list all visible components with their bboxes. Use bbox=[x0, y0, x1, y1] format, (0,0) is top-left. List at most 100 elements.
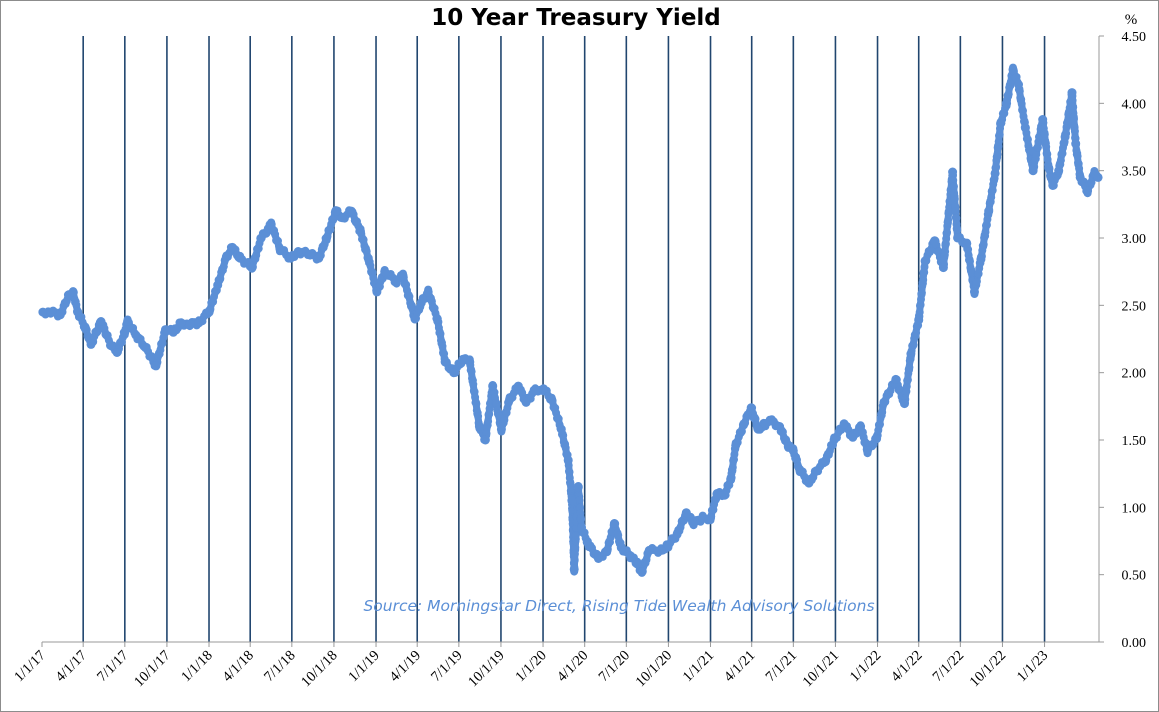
data-point bbox=[739, 419, 749, 429]
data-point bbox=[356, 226, 365, 236]
series-marker bbox=[1023, 135, 1032, 144]
x-tick-label: 1/1/22 bbox=[847, 648, 885, 686]
data-point bbox=[848, 432, 858, 442]
series-marker bbox=[362, 247, 371, 256]
series-marker bbox=[1070, 127, 1079, 136]
data-point bbox=[698, 513, 708, 523]
series-marker bbox=[943, 228, 951, 237]
data-point bbox=[856, 422, 866, 431]
y-tick-label: 4.50 bbox=[1122, 30, 1147, 45]
data-point bbox=[720, 490, 730, 500]
data-point bbox=[151, 361, 161, 371]
x-tick-label: 7/1/18 bbox=[261, 648, 299, 686]
data-point bbox=[593, 554, 603, 563]
data-point bbox=[577, 523, 586, 532]
x-tick-label: 4/1/19 bbox=[387, 648, 425, 686]
data-point bbox=[602, 545, 612, 555]
series-marker bbox=[565, 468, 574, 477]
data-point bbox=[96, 317, 106, 326]
x-tick-label: 10/1/20 bbox=[633, 648, 676, 691]
data-point bbox=[804, 478, 814, 488]
data-point bbox=[314, 253, 324, 263]
series-marker bbox=[271, 230, 280, 239]
series-marker bbox=[917, 288, 926, 297]
series-marker bbox=[994, 137, 1003, 146]
x-tick-label: 4/1/22 bbox=[888, 648, 926, 686]
data-point bbox=[458, 354, 468, 364]
x-tick-label: 1/1/20 bbox=[512, 648, 550, 686]
data-point bbox=[235, 253, 245, 263]
series-marker bbox=[951, 207, 960, 216]
data-point bbox=[363, 253, 373, 263]
series-marker bbox=[1075, 164, 1084, 173]
data-point bbox=[221, 252, 231, 262]
data-point bbox=[746, 403, 756, 413]
series-marker bbox=[1042, 142, 1051, 151]
series-marker bbox=[1073, 152, 1082, 161]
series-marker bbox=[993, 150, 1002, 159]
data-point bbox=[616, 543, 626, 553]
data-point bbox=[914, 315, 924, 325]
data-point bbox=[976, 255, 986, 264]
x-tick-label: 4/1/18 bbox=[220, 648, 258, 686]
data-point bbox=[480, 435, 490, 445]
data-point bbox=[488, 381, 498, 391]
data-point bbox=[465, 357, 475, 367]
data-point bbox=[38, 307, 48, 317]
series-marker bbox=[902, 382, 911, 391]
y-tick-label: 0.00 bbox=[1122, 636, 1147, 651]
data-point bbox=[984, 206, 994, 216]
series-marker bbox=[751, 415, 760, 423]
series-marker bbox=[979, 240, 988, 249]
data-point bbox=[656, 545, 666, 555]
y-tick-label: 0.50 bbox=[1122, 569, 1147, 584]
data-point bbox=[569, 564, 579, 574]
x-tick-label: 4/1/20 bbox=[554, 648, 592, 686]
data-point bbox=[1014, 80, 1023, 89]
series-marker bbox=[915, 308, 924, 317]
series-marker bbox=[405, 292, 414, 301]
series-marker bbox=[825, 447, 834, 455]
data-point bbox=[788, 446, 798, 456]
data-point bbox=[872, 434, 882, 444]
data-point bbox=[530, 385, 540, 395]
series-marker bbox=[941, 247, 950, 256]
series-marker bbox=[1068, 96, 1077, 105]
data-point bbox=[338, 213, 348, 223]
series-marker bbox=[100, 324, 109, 333]
data-point bbox=[322, 233, 332, 243]
series-marker bbox=[366, 261, 375, 270]
data-point bbox=[440, 357, 450, 367]
data-point bbox=[920, 256, 930, 266]
y-tick-label: 1.50 bbox=[1122, 434, 1147, 449]
x-tick-label: 4/1/17 bbox=[52, 648, 90, 686]
data-point bbox=[331, 206, 341, 216]
series-marker bbox=[577, 515, 585, 524]
series-marker bbox=[944, 216, 953, 224]
series-marker bbox=[988, 186, 997, 195]
series-marker bbox=[518, 388, 527, 397]
series-marker bbox=[950, 195, 959, 203]
series-marker bbox=[474, 412, 483, 421]
data-point bbox=[496, 424, 506, 434]
x-tick-label: 10/1/21 bbox=[800, 648, 843, 691]
data-point bbox=[86, 339, 96, 349]
series-marker bbox=[981, 228, 990, 237]
data-point bbox=[547, 395, 557, 405]
data-point bbox=[839, 419, 849, 429]
data-point bbox=[625, 551, 635, 561]
data-point bbox=[266, 220, 276, 229]
data-point bbox=[474, 422, 484, 431]
series-marker bbox=[93, 327, 102, 336]
data-point bbox=[80, 322, 90, 332]
series-marker bbox=[570, 556, 579, 564]
series-yield bbox=[38, 63, 1103, 577]
data-point bbox=[423, 287, 433, 297]
series-marker bbox=[467, 367, 476, 376]
y-tick-label: 3.50 bbox=[1122, 165, 1147, 180]
data-point bbox=[185, 319, 195, 329]
series-marker bbox=[500, 416, 509, 424]
series-marker bbox=[676, 523, 685, 532]
